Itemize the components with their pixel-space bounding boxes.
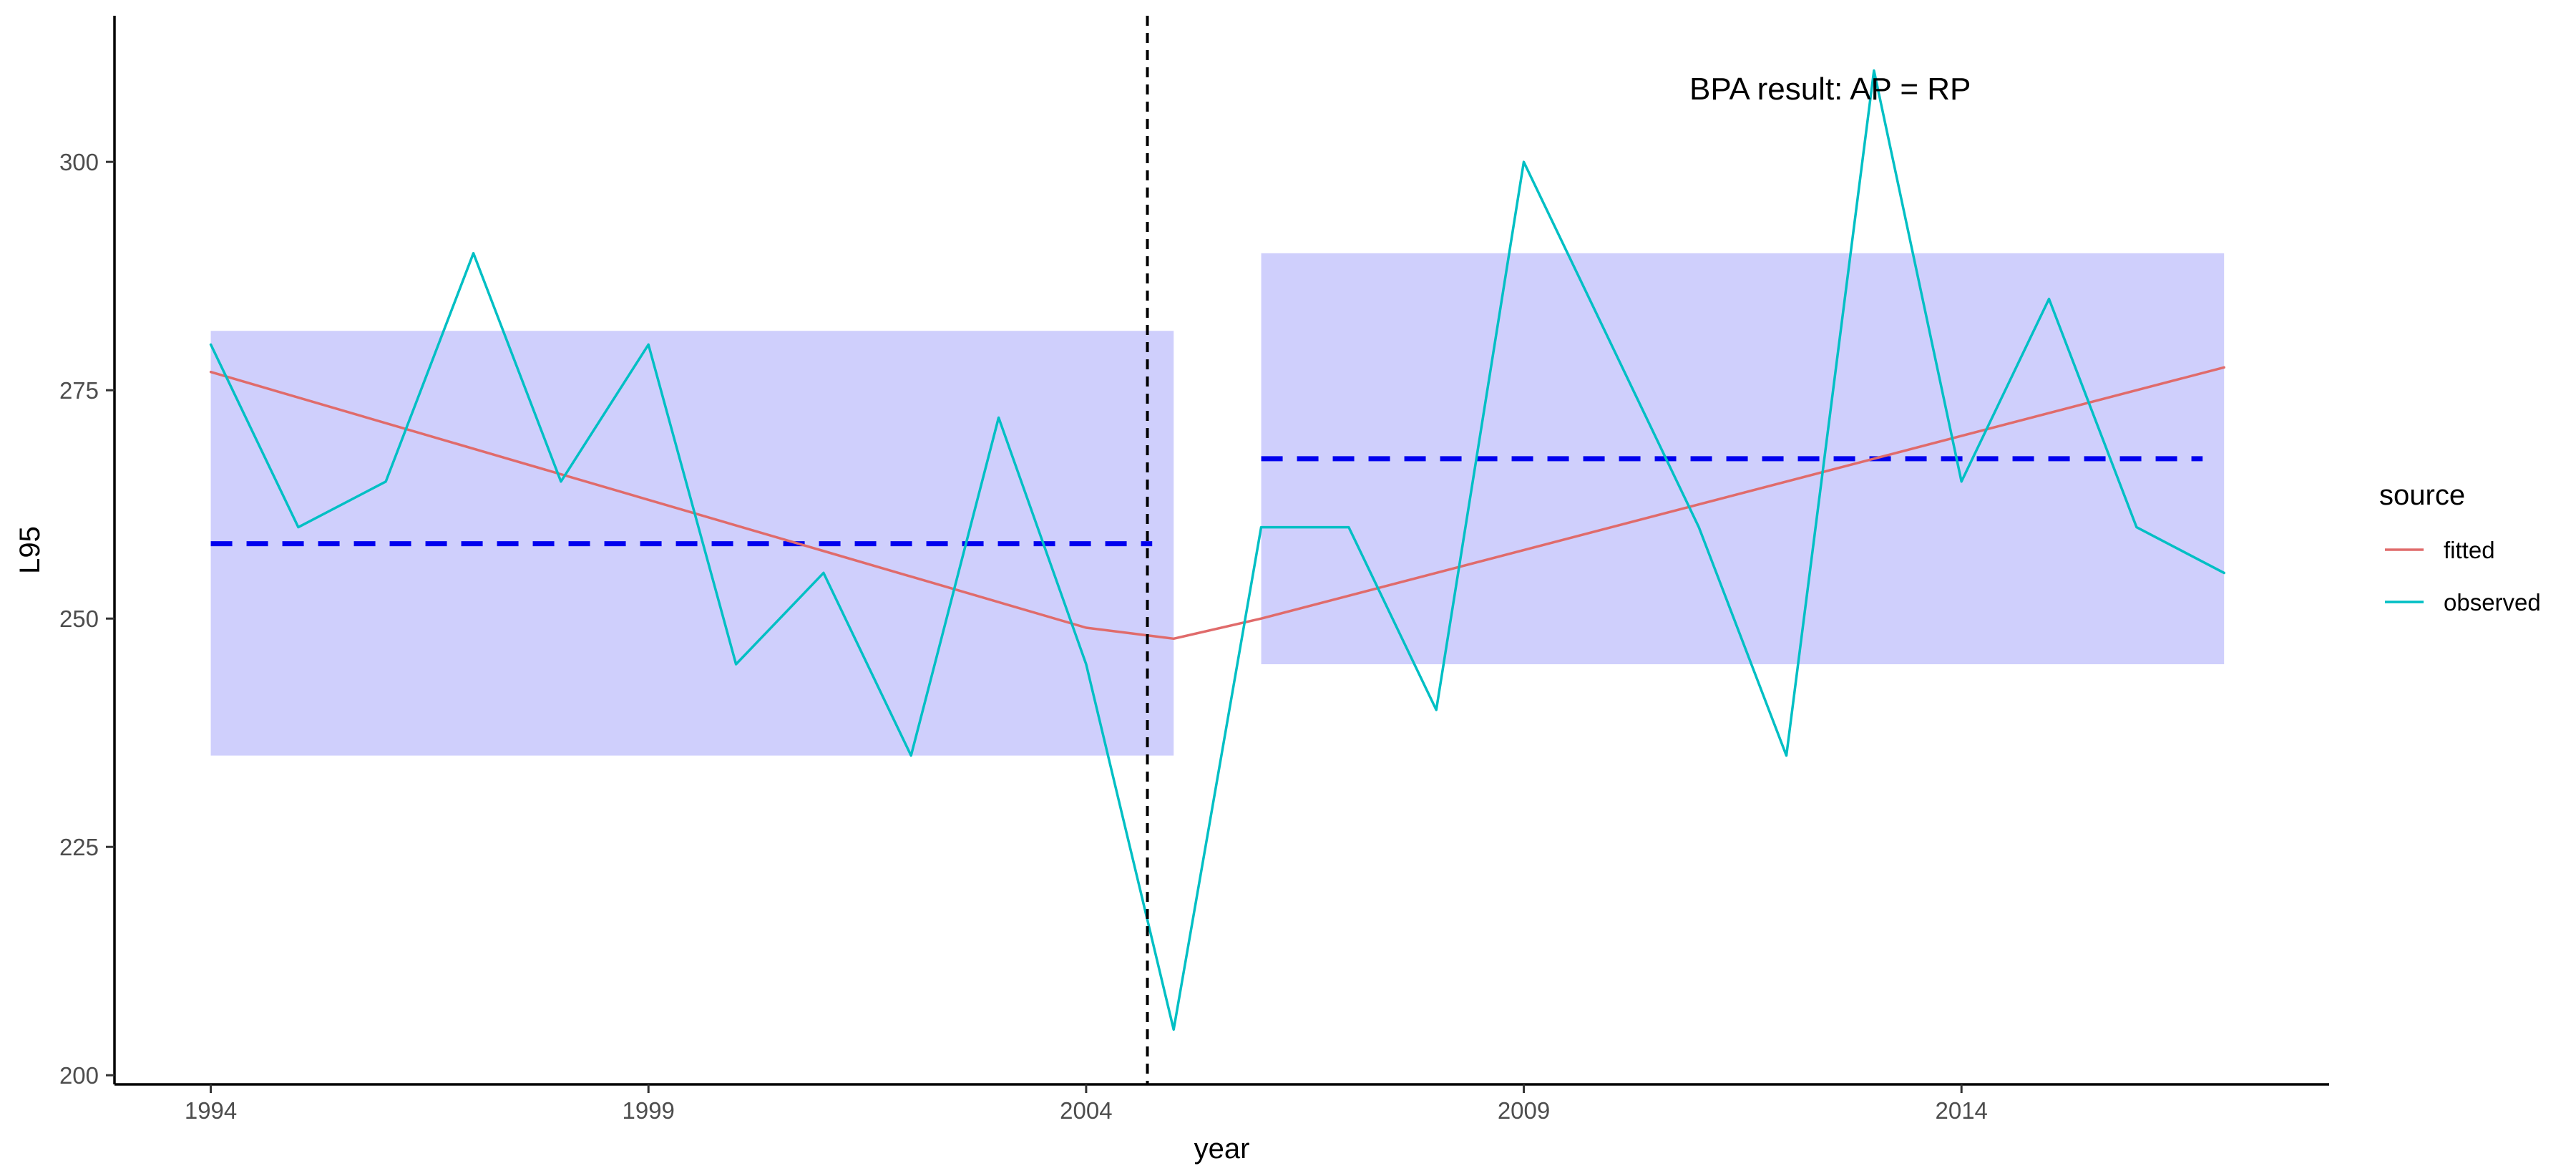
legend: source fitted observed (2379, 480, 2541, 616)
x-axis-title: year (1194, 1133, 1250, 1165)
x-tick-label: 2004 (1060, 1097, 1112, 1124)
annotations: BPA result: AP = RP (1689, 72, 1971, 107)
series-lines (209, 69, 2225, 1031)
axes: 1994 1999 2004 2009 2014 200 225 250 275 300 year L… (14, 16, 2329, 1165)
legend-label-observed: observed (2444, 589, 2541, 616)
y-axis-title: L95 (14, 526, 46, 574)
x-tick-label: 2009 (1498, 1097, 1550, 1124)
legend-title: source (2379, 480, 2465, 511)
period-mean-lines (210, 456, 2203, 547)
y-tick-label: 250 (59, 606, 99, 632)
series-line-fitted (209, 366, 2225, 641)
y-tick-label: 300 (59, 149, 99, 175)
x-tick-label: 1994 (185, 1097, 237, 1124)
legend-label-fitted: fitted (2444, 537, 2495, 563)
series-line-observed (209, 69, 2225, 1031)
annotation-text: BPA result: AP = RP (1689, 72, 1971, 107)
y-tick-label: 275 (59, 377, 99, 404)
y-tick-label: 225 (59, 834, 99, 860)
x-tick-label: 1999 (623, 1097, 675, 1124)
x-tick-label: 2014 (1935, 1097, 1987, 1124)
y-tick-label: 200 (59, 1062, 99, 1089)
